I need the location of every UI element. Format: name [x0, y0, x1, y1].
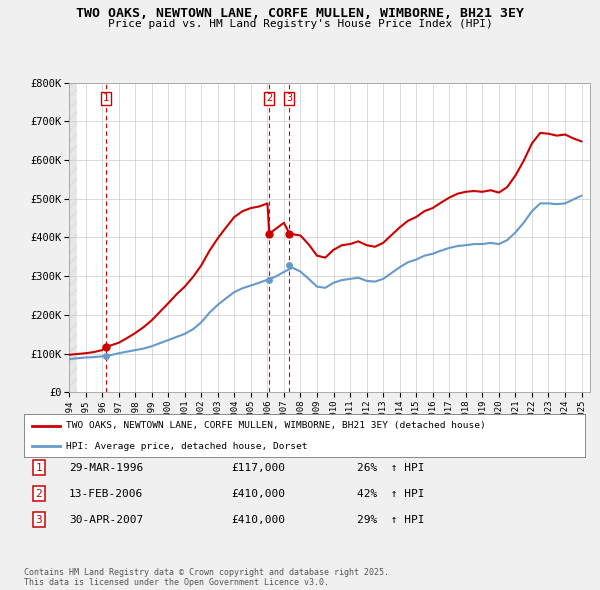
- Text: 1: 1: [35, 463, 43, 473]
- Text: 2: 2: [266, 93, 272, 103]
- Text: 29-MAR-1996: 29-MAR-1996: [69, 463, 143, 473]
- Bar: [69, 83, 77, 392]
- Text: 29%  ↑ HPI: 29% ↑ HPI: [357, 515, 425, 525]
- Text: 26%  ↑ HPI: 26% ↑ HPI: [357, 463, 425, 473]
- Text: £117,000: £117,000: [231, 463, 285, 473]
- Text: £410,000: £410,000: [231, 489, 285, 499]
- Text: 1: 1: [103, 93, 109, 103]
- Text: £410,000: £410,000: [231, 515, 285, 525]
- Text: Price paid vs. HM Land Registry's House Price Index (HPI): Price paid vs. HM Land Registry's House …: [107, 19, 493, 29]
- Text: HPI: Average price, detached house, Dorset: HPI: Average price, detached house, Dors…: [66, 442, 308, 451]
- Text: TWO OAKS, NEWTOWN LANE, CORFE MULLEN, WIMBORNE, BH21 3EY: TWO OAKS, NEWTOWN LANE, CORFE MULLEN, WI…: [76, 7, 524, 20]
- Text: 42%  ↑ HPI: 42% ↑ HPI: [357, 489, 425, 499]
- Text: 3: 3: [286, 93, 293, 103]
- Text: Contains HM Land Registry data © Crown copyright and database right 2025.
This d: Contains HM Land Registry data © Crown c…: [24, 568, 389, 587]
- Text: 30-APR-2007: 30-APR-2007: [69, 515, 143, 525]
- Text: 13-FEB-2006: 13-FEB-2006: [69, 489, 143, 499]
- Text: TWO OAKS, NEWTOWN LANE, CORFE MULLEN, WIMBORNE, BH21 3EY (detached house): TWO OAKS, NEWTOWN LANE, CORFE MULLEN, WI…: [66, 421, 486, 430]
- Text: 2: 2: [35, 489, 43, 499]
- Text: 3: 3: [35, 515, 43, 525]
